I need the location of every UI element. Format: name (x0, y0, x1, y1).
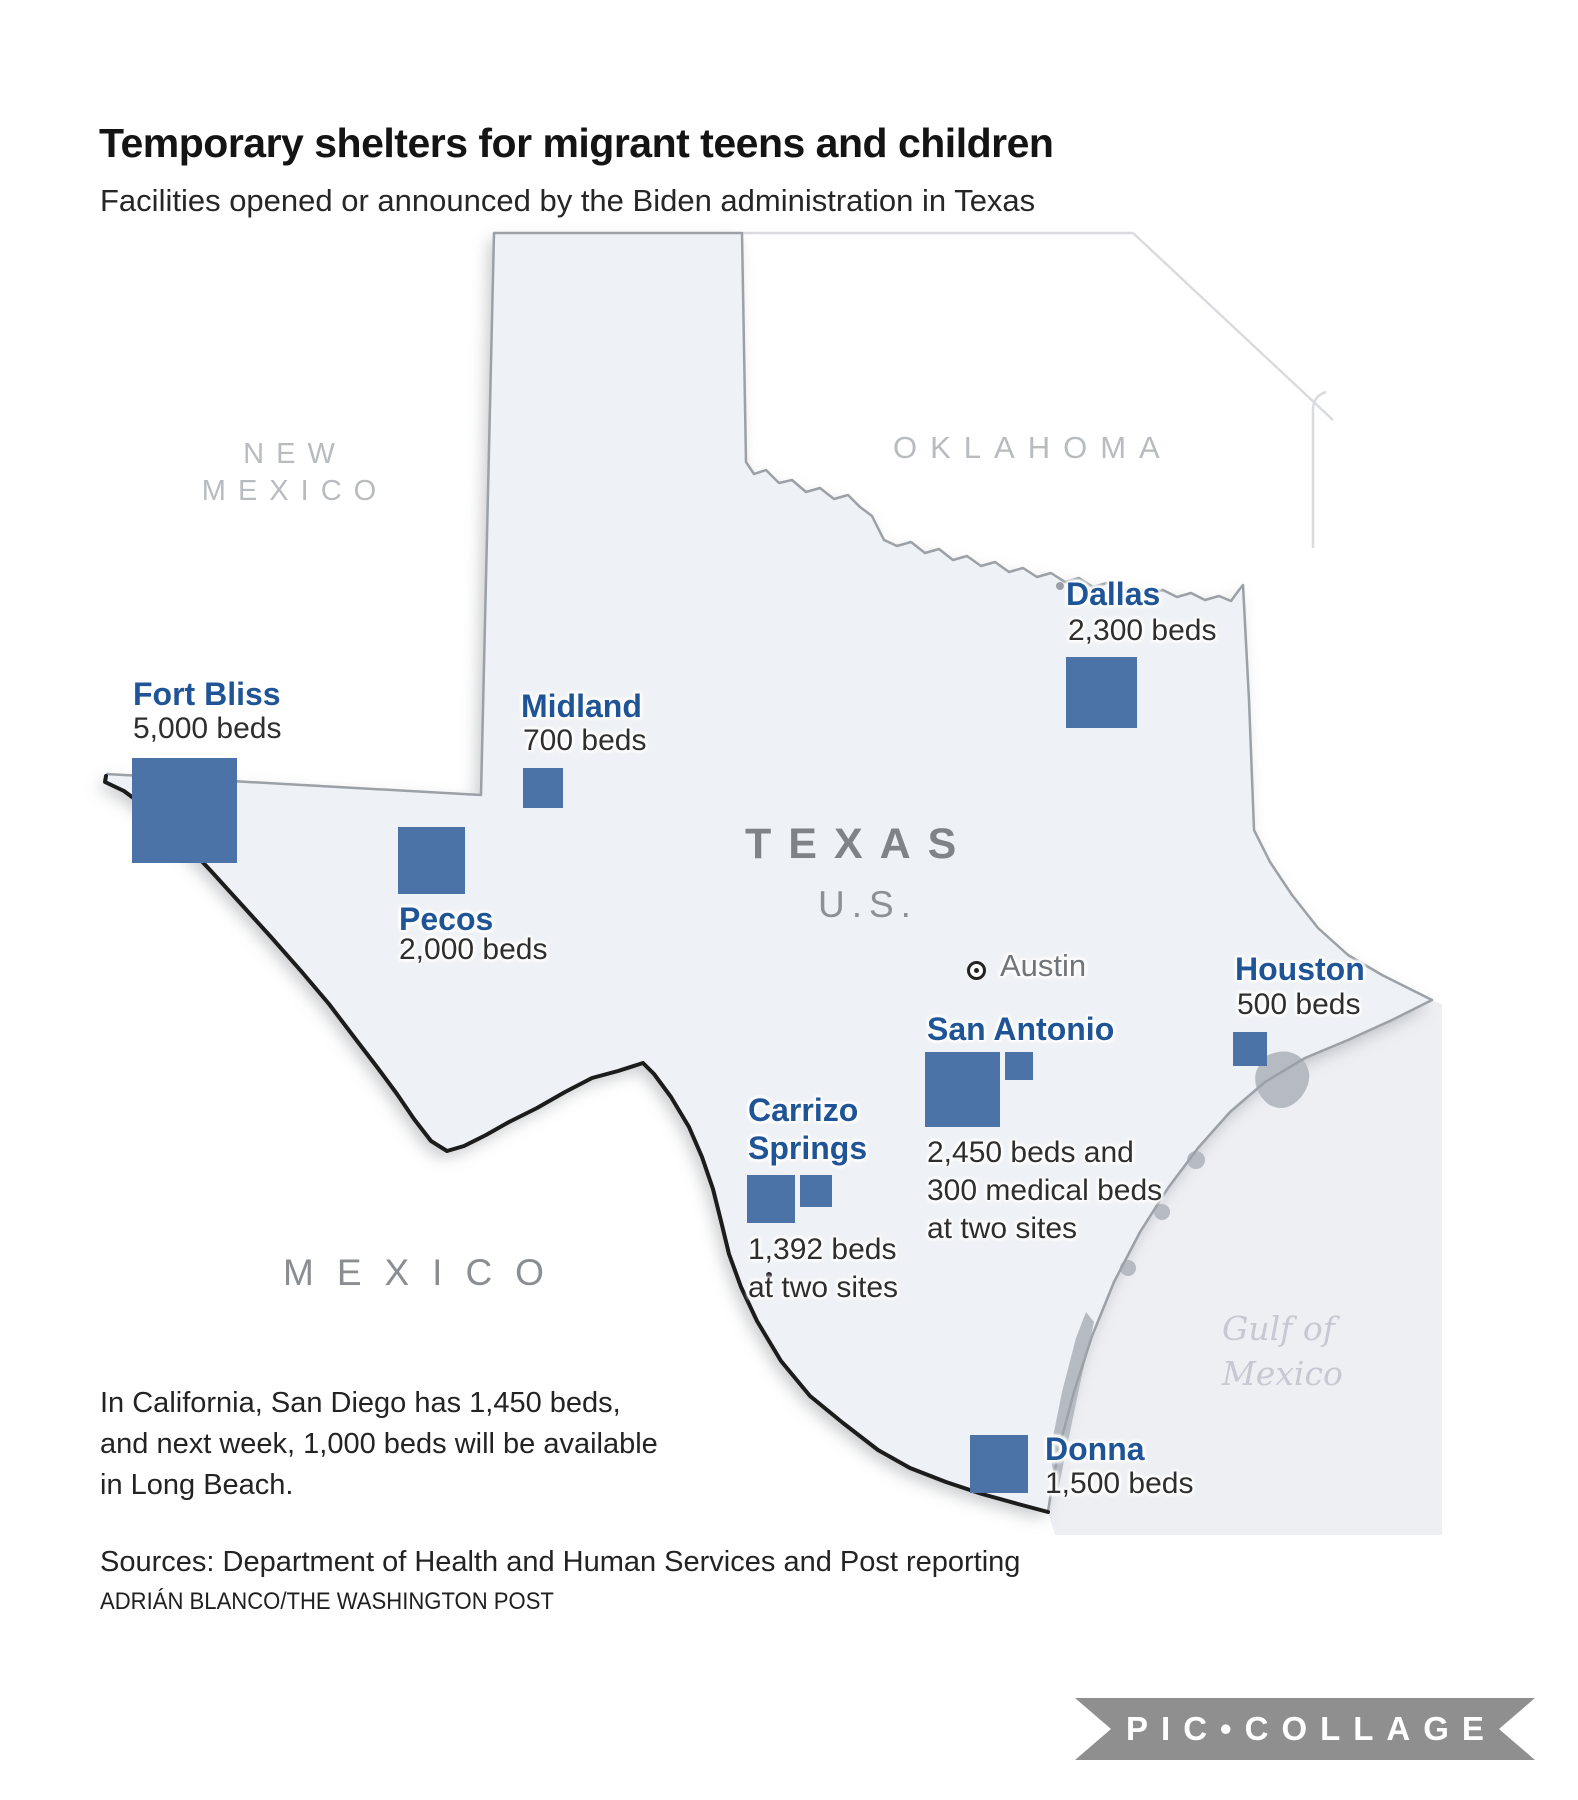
san-antonio-square-main (925, 1052, 1000, 1127)
san-antonio-beds: 2,450 beds and 300 medical beds at two s… (927, 1134, 1162, 1248)
pecos-label: Pecos (399, 901, 494, 937)
midland-square (523, 768, 563, 808)
austin-capital-dot (974, 968, 979, 973)
dallas-label: Dallas (1066, 576, 1161, 612)
new-mexico-line1: NEW (243, 438, 347, 470)
sources-line: Sources: Department of Health and Human … (100, 1546, 1021, 1578)
houston-square (1233, 1032, 1267, 1066)
region-label-gulf: Gulf of Mexico (1222, 1306, 1343, 1396)
fort-bliss-beds: 5,000 beds (133, 712, 282, 745)
donna-beds: 1,500 beds (1045, 1467, 1194, 1500)
carrizo-springs-line2: Springs (748, 1130, 868, 1166)
rio-grande-border (103, 774, 1050, 1514)
region-label-oklahoma: OKLAHOMA (893, 430, 1173, 465)
dallas-dot (1056, 582, 1064, 590)
carrizo-springs-line1: Carrizo (748, 1092, 859, 1128)
austin-capital-icon (967, 961, 986, 980)
texas-border-gray (105, 231, 1434, 1513)
san-antonio-beds-line2: 300 medical beds (927, 1174, 1163, 1207)
houston-beds: 500 beds (1237, 988, 1361, 1021)
houston-label: Houston (1235, 951, 1365, 987)
region-label-new-mexico: NEW MEXICO (150, 436, 440, 510)
neighbor-state-borders (742, 231, 1334, 548)
midland-label: Midland (521, 688, 642, 724)
midland-beds: 700 beds (523, 724, 647, 757)
gulf-water (1048, 1000, 1442, 1535)
new-mexico-line2: MEXICO (201, 475, 389, 507)
california-note-line2: and next week, 1,000 beds will be availa… (100, 1428, 658, 1460)
carrizo-springs-beds-line1: 1,392 beds (748, 1233, 897, 1266)
san-antonio-beds-line3: at two sites (927, 1212, 1078, 1245)
page-title: Temporary shelters for migrant teens and… (99, 120, 1054, 166)
texas-shape (105, 233, 1432, 1512)
california-note-line3: in Long Beach. (100, 1469, 294, 1501)
page-subtitle: Facilities opened or announced by the Bi… (100, 183, 1036, 218)
fort-bliss-label: Fort Bliss (133, 676, 281, 712)
region-label-us: U.S. (818, 884, 918, 925)
pecos-beds: 2,000 beds (399, 933, 548, 966)
san-antonio-label: San Antonio (927, 1011, 1115, 1047)
dallas-square (1066, 657, 1137, 728)
austin-label: Austin (1000, 948, 1087, 983)
california-note-line1: In California, San Diego has 1,450 beds, (100, 1387, 621, 1419)
california-note: In California, San Diego has 1,450 beds,… (100, 1383, 658, 1506)
carrizo-springs-dot (766, 1272, 772, 1278)
region-label-mexico: MEXICO (283, 1252, 567, 1293)
carrizo-springs-square-1 (747, 1175, 795, 1223)
region-label-texas: TEXAS (745, 820, 974, 868)
san-antonio-beds-line1: 2,450 beds and (927, 1136, 1134, 1169)
fort-bliss-square (132, 758, 237, 863)
carrizo-springs-beds-line2: at two sites (748, 1271, 899, 1304)
gulf-line2: Mexico (1222, 1354, 1343, 1393)
carrizo-springs-label: Carrizo Springs (748, 1091, 867, 1167)
dallas-beds: 2,300 beds (1068, 614, 1217, 647)
gulf-line1: Gulf of (1222, 1309, 1335, 1348)
pecos-square (398, 827, 465, 894)
pic-collage-watermark: PIC•COLLAGE (1075, 1698, 1535, 1760)
pic-collage-watermark-text: PIC•COLLAGE (1126, 1710, 1497, 1747)
carrizo-springs-beds: 1,392 beds at two sites (748, 1231, 898, 1307)
donna-square (970, 1435, 1028, 1493)
credit-line: ADRIÁN BLANCO/THE WASHINGTON POST (100, 1588, 554, 1615)
san-antonio-square-medical (1005, 1052, 1033, 1080)
donna-label: Donna (1045, 1431, 1145, 1467)
carrizo-springs-square-2 (800, 1175, 832, 1207)
